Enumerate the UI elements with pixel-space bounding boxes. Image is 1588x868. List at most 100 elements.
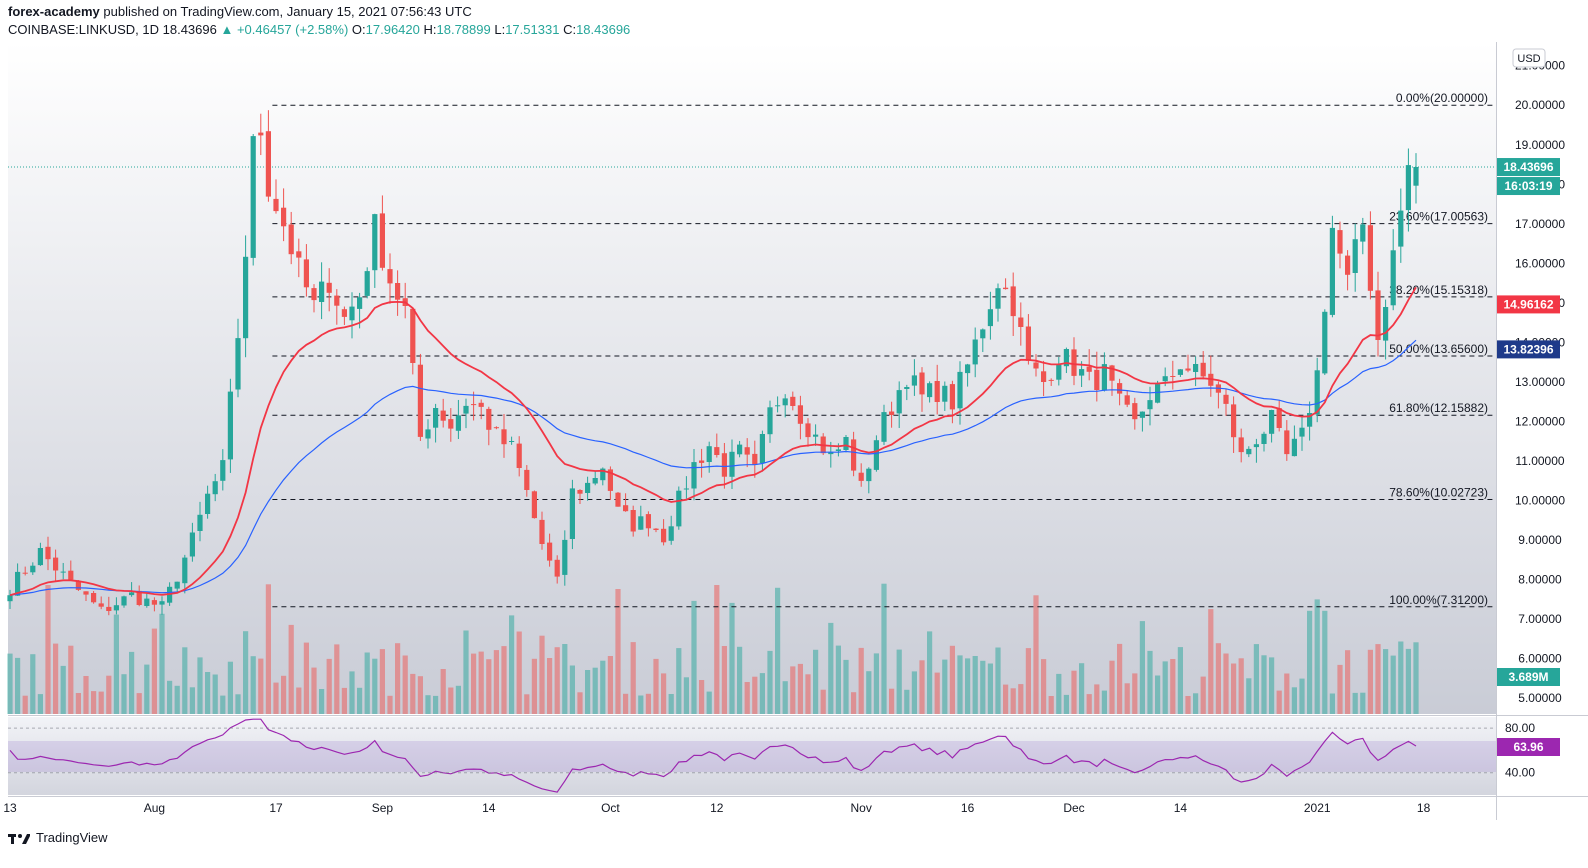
time-axis-tick: 17 [269,801,283,815]
candle [1322,309,1328,376]
fib-level-label: 23.60%(17.00563) [1389,210,1488,224]
volume-bar [1162,661,1168,714]
publisher-name[interactable]: forex-academy [8,4,100,19]
volume-bar [1117,643,1123,714]
candle [1223,388,1229,416]
candle [235,318,241,398]
volume-bar [144,664,150,714]
last-price: 18.43696 [162,22,217,37]
price-axis-tick: 20.00000 [1515,98,1565,112]
candle [493,426,499,430]
volume-bar [106,675,112,714]
volume-bar [1200,676,1206,714]
candle [676,486,682,530]
volume-bar [957,655,963,714]
candle [881,404,887,445]
volume-bar [471,653,477,714]
volume-bar [797,663,803,714]
volume-bar [402,655,408,714]
candle [782,394,788,418]
candle [569,479,575,550]
candle [645,511,651,537]
volume-bar [1063,694,1069,714]
volume-bar [911,671,917,714]
volume-bar [1231,663,1237,714]
volume-bar [927,631,933,714]
volume-bar [1314,599,1320,714]
candle [744,438,750,468]
candle [15,563,21,596]
volume-bar [645,693,651,714]
volume-bars [7,583,1419,714]
volume-bar [607,656,613,714]
volume-bar [965,658,971,714]
svg-text:16:03:19: 16:03:19 [1504,179,1552,193]
volume-bar [83,676,89,714]
volume-bar [235,694,241,714]
volume-bar [1025,648,1031,714]
candle [311,284,317,313]
price-labels: 18.43696 16:03:19 14.96162 13.82396 3.689M 63… [1497,158,1560,756]
volume-bar [334,644,340,714]
volume-bar [676,648,682,714]
footer[interactable]: TradingView [8,830,108,845]
volume-bar [68,645,74,714]
candle [250,134,256,266]
volume-bar [1322,610,1328,714]
candle [1056,356,1062,386]
ema-fast-tag: 14.96162 [1497,295,1560,314]
volume-bar [159,613,165,714]
candle [1025,314,1031,365]
ema-slow-line [9,339,1417,596]
candle [767,400,773,443]
volume-bar [782,681,788,714]
publisher-line: forex-academy published on TradingView.c… [8,4,472,19]
candle [858,463,864,487]
candle [1253,438,1259,463]
price-axis-tick: 13.00000 [1515,375,1565,389]
candle [1063,347,1069,374]
candle [721,442,727,489]
candle [790,391,796,411]
candle [1360,217,1366,255]
price-axis-tick: 12.00000 [1515,414,1565,428]
volume-bar [691,600,697,714]
candle [129,582,135,597]
volume-bar [1010,688,1016,714]
candle [151,597,157,612]
symbol-label: COINBASE:LINKUSD, 1D [8,22,159,37]
volume-bar [129,651,135,714]
volume-bar [653,658,659,714]
rsi-indicator [8,718,1496,793]
candle [805,418,811,447]
volume-bar [1132,673,1138,714]
price-axis-tick: 19.00000 [1515,138,1565,152]
volume-bar [554,647,560,714]
volume-bar [372,658,378,714]
time-axis[interactable]: 13 Aug 17 Sep 14 Oct 12 Nov 16 Dec 14 2021 18 [3,801,1430,815]
countdown-tag: 16:03:19 [1497,177,1560,196]
candle [547,533,553,567]
candle [410,307,416,375]
candle [91,590,97,604]
volume-bar [341,687,347,714]
volume-bar [220,695,226,714]
candle [889,401,895,428]
price-axis-tick: 9.00000 [1518,533,1562,547]
volume-bar [1124,683,1130,714]
volume-bar [1360,692,1366,714]
volume-bar [357,687,363,714]
volume-bar [433,695,439,714]
volume-bar [410,673,416,714]
price-change: ▲ +0.46457 (+2.58%) [220,22,349,37]
volume-bar [60,665,66,714]
candle [1003,278,1009,290]
candle [174,581,180,594]
candle [630,505,636,537]
candle [265,110,271,202]
volume-bar [311,667,317,714]
volume-bar [1041,659,1047,714]
volume-bar [873,653,879,714]
candle [653,528,659,533]
